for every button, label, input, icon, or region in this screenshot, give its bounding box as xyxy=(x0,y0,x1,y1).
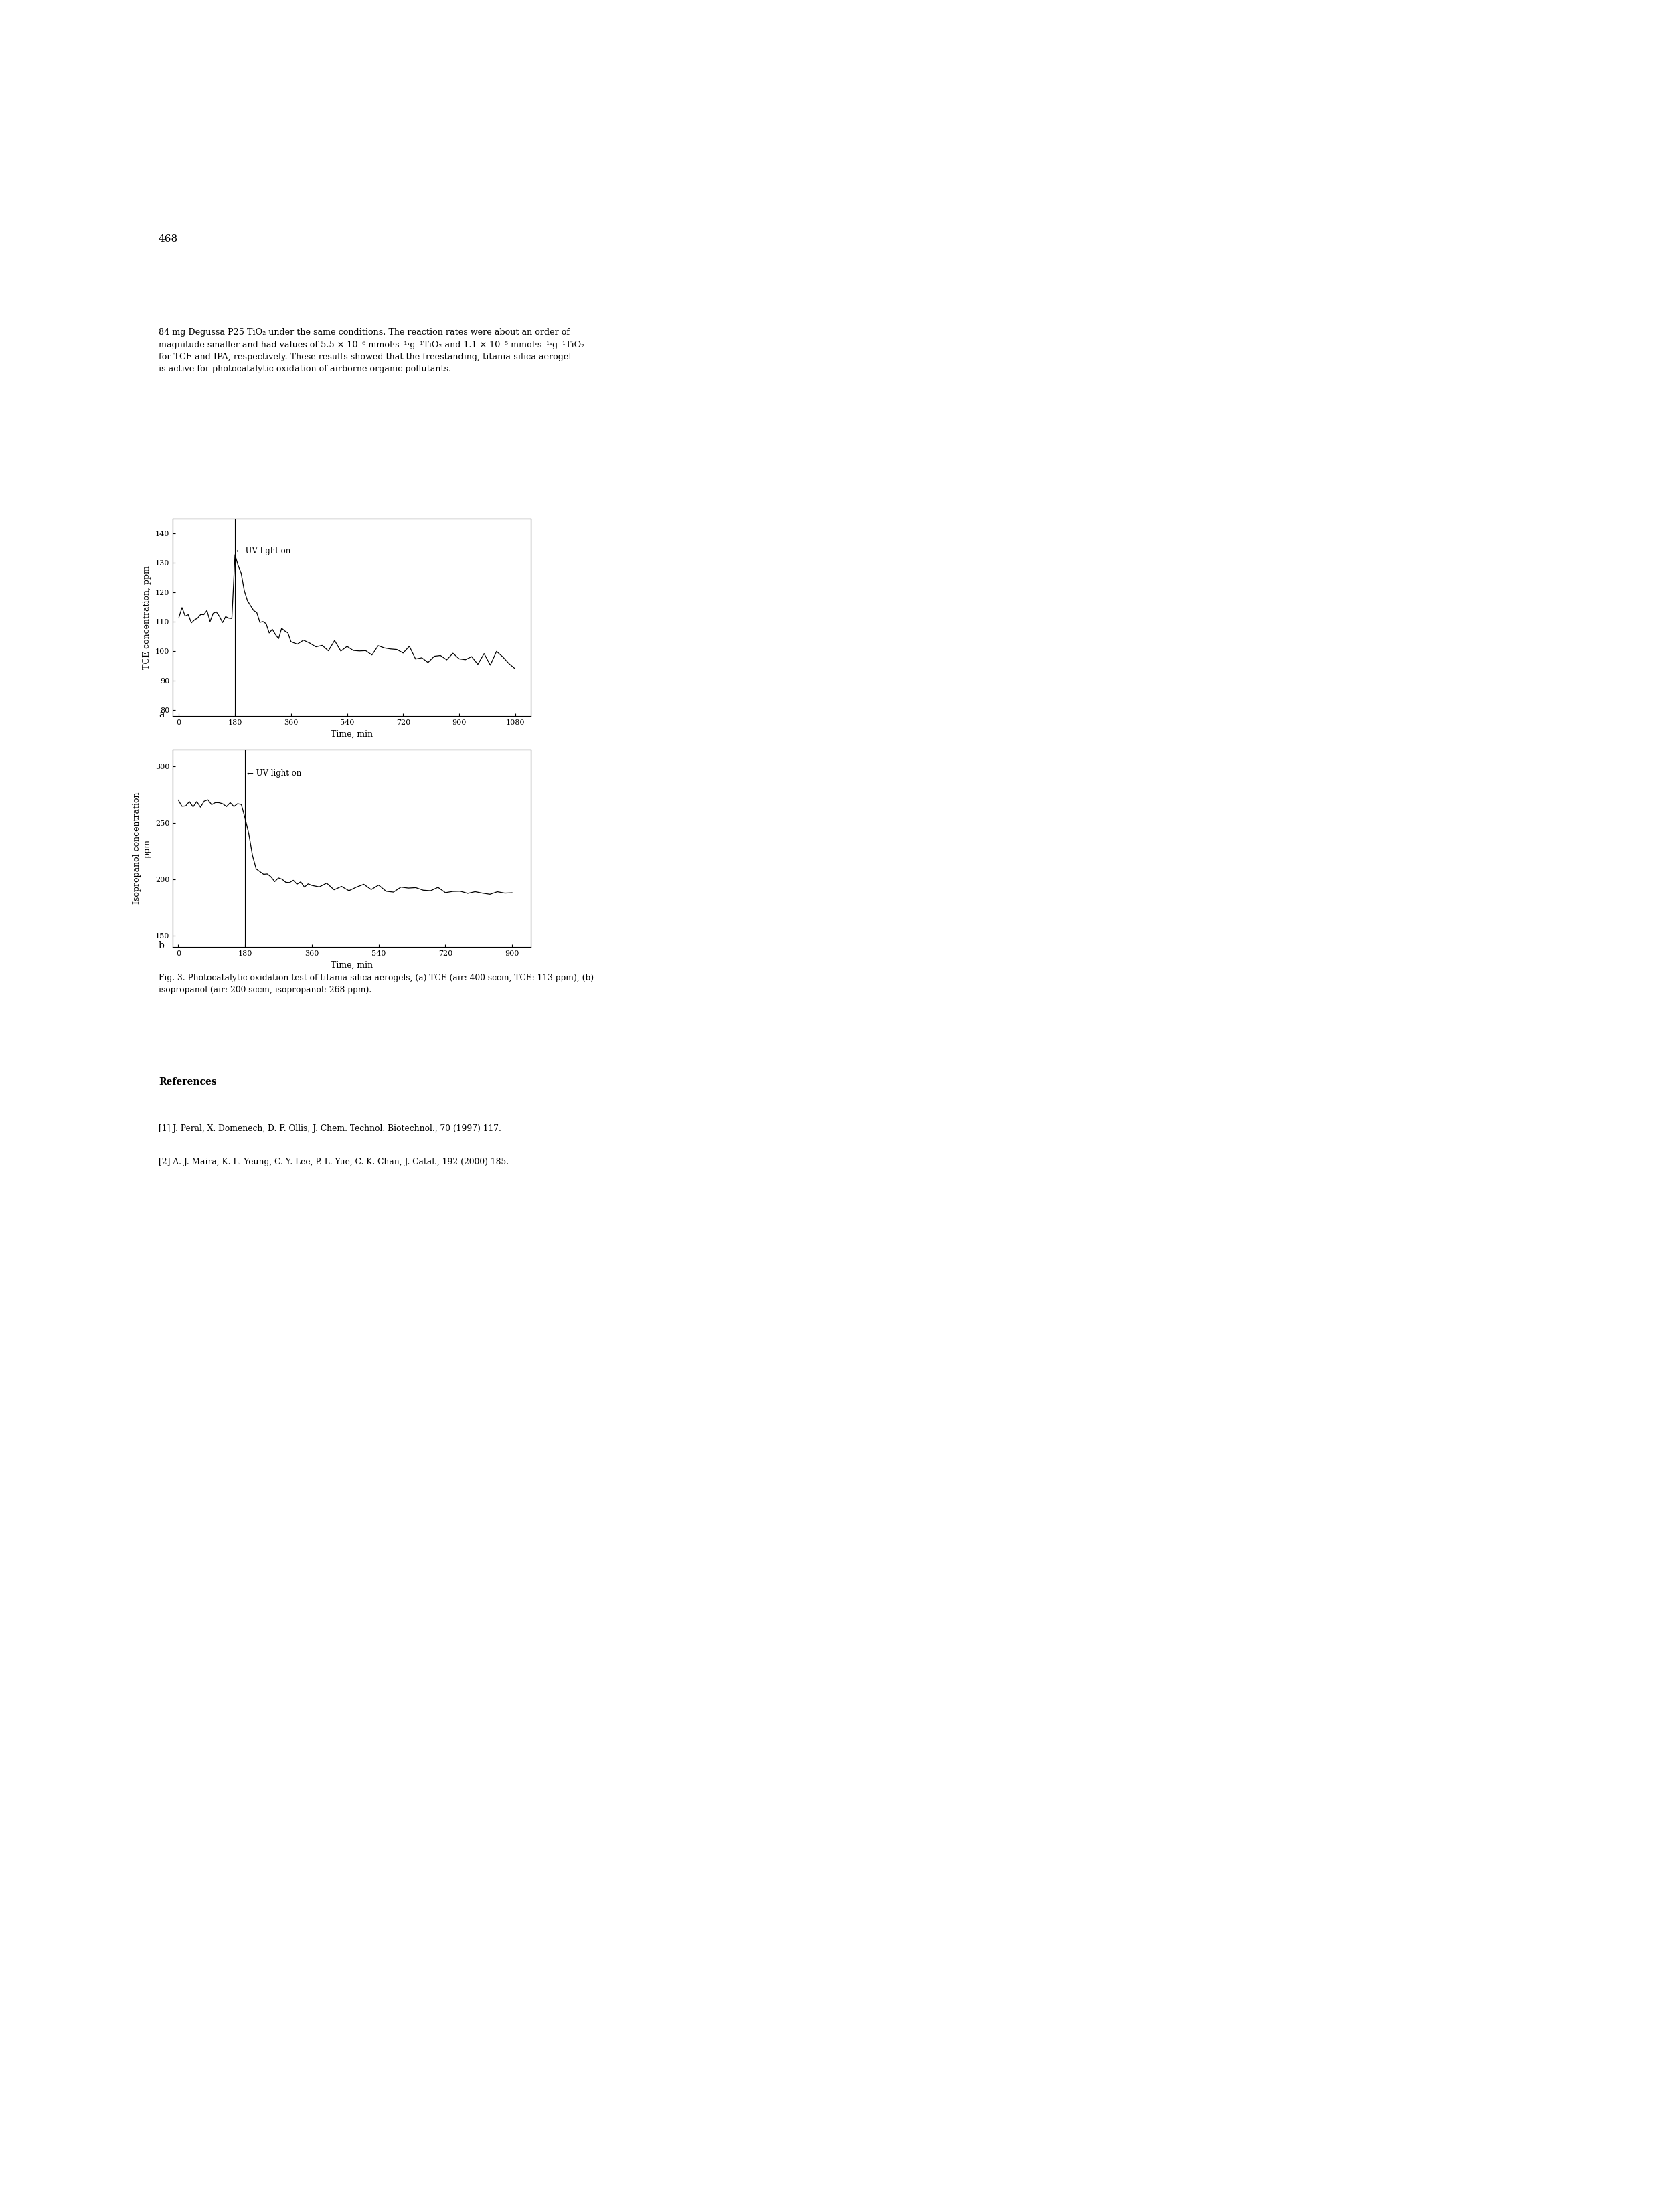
Y-axis label: TCE concentration, ppm: TCE concentration, ppm xyxy=(143,566,151,669)
Text: 84 mg Degussa P25 TiO₂ under the same conditions. The reaction rates were about : 84 mg Degussa P25 TiO₂ under the same co… xyxy=(158,328,585,374)
Text: References: References xyxy=(158,1078,217,1087)
Text: b: b xyxy=(158,940,165,951)
X-axis label: Time, min: Time, min xyxy=(331,960,373,969)
Text: Fig. 3. Photocatalytic oxidation test of titania-silica aerogels, (a) TCE (air: : Fig. 3. Photocatalytic oxidation test of… xyxy=(158,973,593,995)
Text: [2] A. J. Maira, K. L. Yeung, C. Y. Lee, P. L. Yue, C. K. Chan, J. Catal., 192 (: [2] A. J. Maira, K. L. Yeung, C. Y. Lee,… xyxy=(158,1157,509,1166)
Text: ← UV light on: ← UV light on xyxy=(237,547,291,555)
Text: ← UV light on: ← UV light on xyxy=(247,770,301,779)
Text: a: a xyxy=(158,711,165,720)
Text: [1] J. Peral, X. Domenech, D. F. Ollis, J. Chem. Technol. Biotechnol., 70 (1997): [1] J. Peral, X. Domenech, D. F. Ollis, … xyxy=(158,1124,501,1133)
Y-axis label: Isopropanol concentration
ppm: Isopropanol concentration ppm xyxy=(133,792,151,903)
X-axis label: Time, min: Time, min xyxy=(331,730,373,739)
Text: 468: 468 xyxy=(158,234,178,243)
